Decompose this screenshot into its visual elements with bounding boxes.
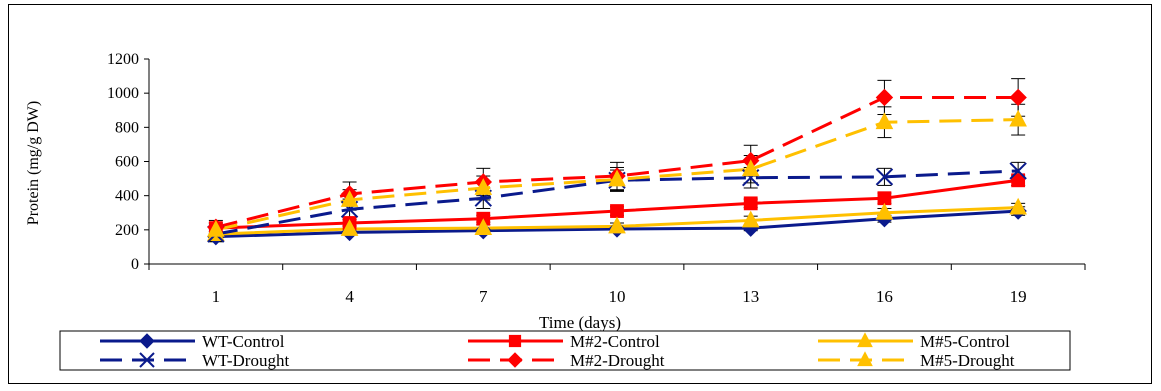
chart-frame <box>8 4 1152 384</box>
legend-box <box>59 330 1071 371</box>
data-point-m-5-drought <box>340 190 359 207</box>
legend-marker-m-5-control <box>857 332 873 348</box>
data-point-wt-drought <box>1009 162 1027 180</box>
data-point-m-5-control <box>875 202 894 220</box>
y-tick-label: 600 <box>115 154 139 171</box>
legend-label-wt-drought: WT-Drought <box>202 351 289 370</box>
legend: WT-Control M#2-Control M#5-Control WT-Droug… <box>100 332 1015 370</box>
data-point-m-5-drought <box>875 112 894 130</box>
y-tick-label: 0 <box>131 256 139 273</box>
y-tick-label: 800 <box>115 119 139 136</box>
x-tick-label: 16 <box>876 287 893 306</box>
x-tick-label: 7 <box>479 287 488 306</box>
data-point-m-5-control <box>608 216 626 234</box>
y-ticks: 0 200 400 600 800 1000 1200 <box>107 51 149 273</box>
x-tick-label: 10 <box>609 287 626 306</box>
data-point-m-5-control <box>1009 197 1027 215</box>
y-tick-label: 1200 <box>107 51 139 68</box>
legend-label-m-2-control: M#2-Control <box>570 332 660 351</box>
legend-marker-m-5-drought <box>857 351 873 367</box>
data-point-m-2-drought <box>875 88 894 107</box>
y-tick-label: 1000 <box>107 85 139 102</box>
legend-label-m-5-control: M#5-Control <box>920 332 1010 351</box>
x-tick-label: 13 <box>742 287 759 306</box>
data-point-m-5-drought <box>741 159 760 177</box>
data-point-m-2-drought <box>1009 88 1027 107</box>
x-axis-label: Time (days) <box>539 313 621 332</box>
data-point-m-2-control <box>1011 173 1026 188</box>
series-markers <box>207 88 1027 246</box>
legend-marker-wt-drought <box>139 352 155 368</box>
data-point-m-5-drought <box>207 219 225 237</box>
data-point-m-5-control <box>474 218 493 236</box>
legend-marker-wt-control <box>139 333 155 349</box>
data-point-m-5-drought <box>1009 109 1027 127</box>
data-point-m-5-drought <box>608 169 626 187</box>
legend-label-m-5-drought: M#5-Drought <box>920 351 1015 370</box>
x-tick-label: 4 <box>345 287 354 306</box>
data-point-wt-drought <box>875 168 894 186</box>
x-tick-label: 19 <box>1010 287 1027 306</box>
data-point-m-5-drought <box>474 178 493 195</box>
x-tick-label: 1 <box>212 287 221 306</box>
legend-label-wt-control: WT-Control <box>202 332 285 351</box>
legend-label-m-2-drought: M#2-Drought <box>570 351 665 370</box>
legend-marker-m-2-control <box>508 334 522 348</box>
legend-marker-m-2-drought <box>507 352 523 368</box>
y-axis-label: Protein (mg/g DW) <box>25 101 42 225</box>
x-ticks: 1 4 7 10 13 16 19 <box>148 264 1086 306</box>
data-point-m-2-control <box>877 191 892 206</box>
y-tick-label: 200 <box>115 222 139 239</box>
y-tick-label: 400 <box>115 188 139 205</box>
data-point-m-5-control <box>340 219 359 236</box>
data-point-m-2-control <box>743 196 758 211</box>
data-point-m-2-control <box>610 204 624 218</box>
data-point-m-5-control <box>741 210 760 228</box>
